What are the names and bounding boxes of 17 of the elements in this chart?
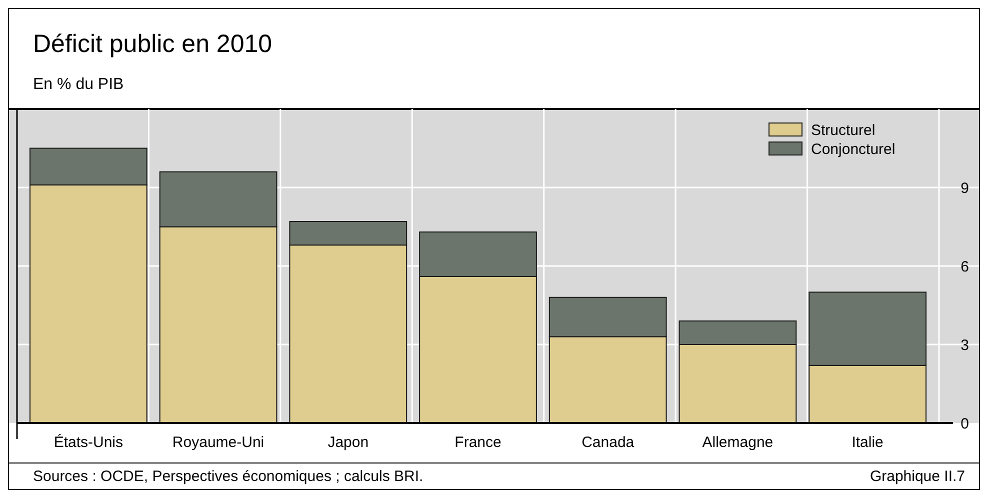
chart-subtitle: En % du PIB bbox=[33, 75, 124, 95]
x-tick-label: France bbox=[454, 434, 502, 451]
y-tick-label: 3 bbox=[960, 336, 969, 354]
x-tick-label: Italie bbox=[852, 434, 884, 451]
x-tick-label: Royaume-Uni bbox=[172, 434, 264, 451]
chart-title: Déficit public en 2010 bbox=[33, 29, 272, 59]
y-tick-label: 0 bbox=[960, 415, 969, 432]
y-tick-label: 9 bbox=[960, 180, 969, 197]
x-tick-label: Japon bbox=[328, 434, 369, 451]
y-tick-label: 6 bbox=[960, 258, 969, 276]
x-tick-label: Canada bbox=[582, 434, 635, 451]
x-tick-label: États-Unis bbox=[54, 433, 124, 451]
source-note: Sources : OCDE, Perspectives économiques ; calculs BRI. bbox=[33, 468, 424, 485]
legend-label: Structurel bbox=[811, 122, 876, 139]
x-tick-label: Allemagne bbox=[702, 434, 774, 451]
legend-label: Conjoncturel bbox=[811, 141, 896, 158]
text: Graphique II.7 bbox=[870, 468, 965, 485]
